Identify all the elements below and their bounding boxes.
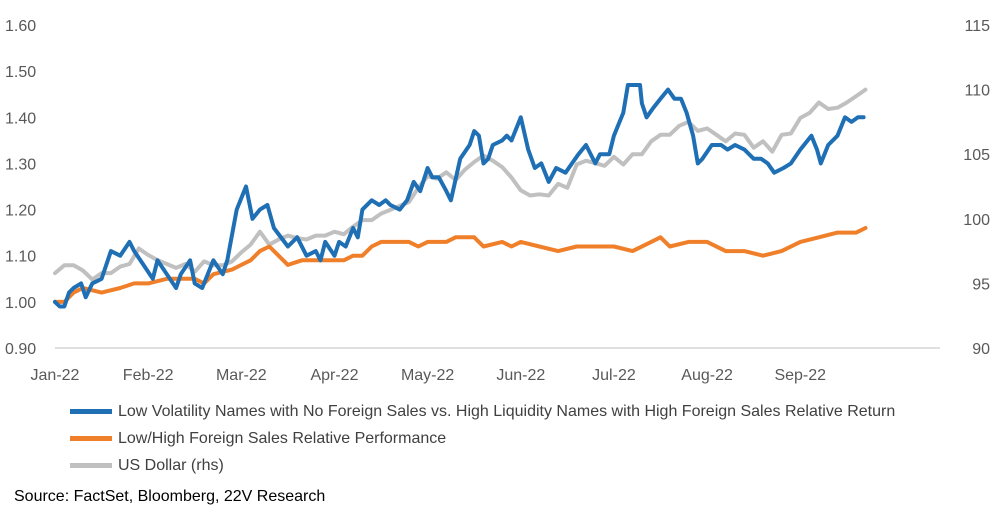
- x-tick-label: Apr-22: [310, 367, 358, 384]
- legend-swatch-orange: [70, 436, 112, 441]
- y-tick-label: 1.20: [5, 203, 36, 220]
- y2-tick-label: 105: [963, 147, 990, 164]
- y2-tick-label: 100: [963, 212, 990, 229]
- x-tick-label: Jun-22: [496, 367, 545, 384]
- x-tick-label: Mar-22: [216, 367, 267, 384]
- y-axis-left: 0.90 1.00 1.10 1.20 1.30 1.40 1.50 1.60: [5, 18, 36, 358]
- legend-item-relative-return: Low Volatility Names with No Foreign Sal…: [70, 398, 895, 425]
- series-line-relative-performance: [53, 226, 868, 304]
- series-line-relative-return: [53, 83, 866, 309]
- x-tick-label: Feb-22: [123, 367, 174, 384]
- y-tick-label: 1.00: [5, 295, 36, 312]
- legend-item-relative-performance: Low/High Foreign Sales Relative Performa…: [70, 425, 895, 452]
- y-tick-label: 1.50: [5, 64, 36, 81]
- line-chart: 0.90 1.00 1.10 1.20 1.30 1.40 1.50 1.60 90 95 100…: [5, 18, 990, 384]
- y2-tick-label: 95: [972, 276, 990, 293]
- y-tick-label: 1.40: [5, 110, 36, 127]
- y-tick-label: 1.60: [5, 18, 36, 35]
- x-tick-label: Sep-22: [774, 367, 826, 384]
- x-tick-label: May-22: [401, 367, 454, 384]
- y-tick-label: 1.30: [5, 156, 36, 173]
- legend-item-us-dollar: US Dollar (rhs): [70, 452, 895, 479]
- legend-label: Low/High Foreign Sales Relative Performa…: [118, 429, 447, 447]
- legend-label: US Dollar (rhs): [118, 456, 224, 474]
- series-layer: [53, 83, 868, 309]
- y-axis-right: 90 95 100 105 110 115: [963, 18, 990, 358]
- legend-swatch-gray: [70, 463, 112, 468]
- y2-tick-label: 110: [964, 83, 990, 100]
- y2-tick-label: 115: [964, 18, 990, 35]
- y-tick-label: 0.90: [5, 341, 36, 358]
- x-axis: Jan-22 Feb-22 Mar-22 Apr-22 May-22 Jun-22 Jul-…: [31, 367, 827, 384]
- source-note: Source: FactSet, Bloomberg, 22V Research: [14, 488, 326, 505]
- legend-swatch-blue: [70, 409, 112, 414]
- x-tick-label: Jul-22: [592, 367, 636, 384]
- legend-label: Low Volatility Names with No Foreign Sal…: [118, 402, 896, 420]
- y-tick-label: 1.10: [5, 249, 36, 266]
- x-tick-label: Aug-22: [681, 367, 733, 384]
- x-tick-label: Jan-22: [31, 367, 80, 384]
- legend: Low Volatility Names with No Foreign Sal…: [70, 398, 895, 479]
- y2-tick-label: 90: [972, 341, 990, 358]
